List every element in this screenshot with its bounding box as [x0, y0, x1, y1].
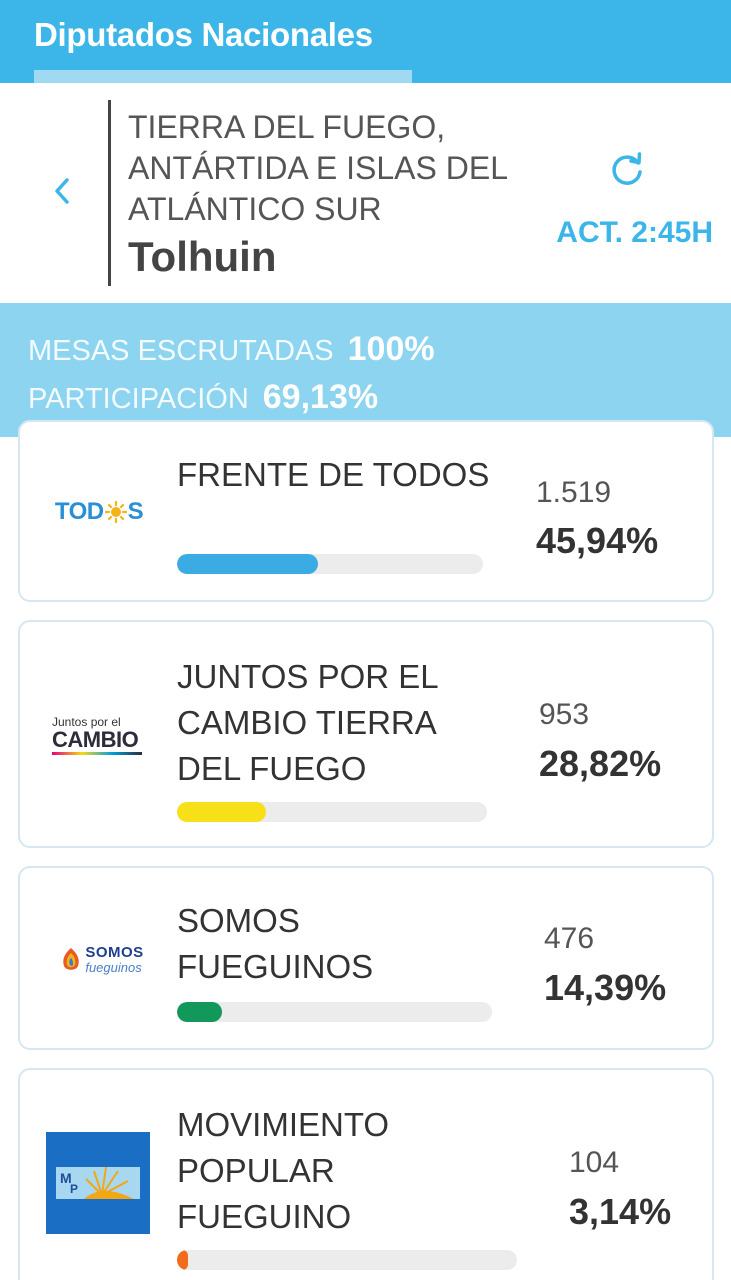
- mesas-escrutadas-value: 100%: [347, 330, 435, 368]
- vote-percent: 14,39%: [544, 967, 667, 1008]
- location-header: TIERRA DEL FUEGO, ANTÁRTIDA E ISLAS DEL …: [0, 83, 731, 303]
- refresh-button[interactable]: [604, 149, 650, 195]
- vote-share-bar-fill: [177, 802, 267, 822]
- svg-text:P: P: [70, 1182, 78, 1196]
- back-button[interactable]: [44, 175, 80, 211]
- vote-percent: 28,82%: [539, 743, 662, 784]
- vote-percent: 45,94%: [536, 520, 659, 561]
- somos-fueguinos-logo: SOMOS fueguinos: [52, 942, 152, 978]
- vote-count: 104: [569, 1146, 620, 1179]
- last-update-time: ACT. 2:45H: [556, 216, 713, 249]
- party-name: MOVIMIENTO POPULAR FUEGUINO: [177, 1106, 390, 1235]
- top-tab-bar: Diputados Nacionales: [0, 0, 731, 83]
- refresh-icon: [607, 150, 647, 195]
- vote-share-bar-fill: [177, 554, 318, 574]
- party-card-movimiento-popular-fueguino[interactable]: M P MOVIMIENTO POPULAR FUEGUINO 104 3,14…: [18, 1068, 714, 1280]
- vote-share-bar-fill: [177, 1002, 223, 1022]
- vote-share-bar: [177, 1002, 492, 1022]
- vote-share-bar: [177, 1250, 517, 1270]
- party-name: JUNTOS POR EL CAMBIO TIERRA DEL FUEGO: [177, 658, 438, 787]
- todos-logo: TOD S: [54, 498, 144, 525]
- participacion-row: PARTICIPACIÓN 69,13%: [28, 378, 378, 417]
- party-card-juntos-por-el-cambio[interactable]: Juntos por el CAMBIO JUNTOS POR EL CAMBI…: [18, 620, 714, 848]
- scrutiny-stats: MESAS ESCRUTADAS 100% PARTICIPACIÓN 69,1…: [0, 303, 731, 437]
- vote-count: 476: [544, 922, 595, 955]
- mpf-logo: M P: [46, 1132, 150, 1234]
- chevron-left-icon: [51, 176, 73, 211]
- party-card-frente-de-todos[interactable]: TOD S FRENTE DE TODOS 1.519 45,94%: [18, 420, 714, 602]
- vote-count: 1.519: [536, 476, 612, 509]
- tab-active-indicator: [34, 70, 412, 83]
- participacion-value: 69,13%: [262, 378, 379, 416]
- vote-share-bar-fill: [177, 1250, 188, 1270]
- vote-percent: 3,14%: [569, 1191, 672, 1232]
- mesas-escrutadas-label: MESAS ESCRUTADAS: [28, 335, 334, 367]
- city-name: Tolhuin: [128, 233, 277, 280]
- participacion-label: PARTICIPACIÓN: [28, 383, 249, 415]
- party-name: SOMOS FUEGUINOS: [177, 902, 374, 985]
- mesas-escrutadas-row: MESAS ESCRUTADAS 100%: [28, 330, 435, 369]
- party-name: FRENTE DE TODOS: [177, 456, 490, 493]
- province-name: TIERRA DEL FUEGO, ANTÁRTIDA E ISLAS DEL …: [128, 109, 507, 227]
- tab-diputados-nacionales[interactable]: Diputados Nacionales: [34, 16, 373, 53]
- vote-share-bar: [177, 554, 483, 574]
- juntos-por-el-cambio-logo: Juntos por el CAMBIO: [52, 712, 152, 758]
- svg-text:M: M: [60, 1170, 72, 1186]
- vote-count: 953: [539, 698, 590, 731]
- vote-share-bar: [177, 802, 487, 822]
- header-divider: [108, 100, 111, 286]
- party-card-somos-fueguinos[interactable]: SOMOS fueguinos SOMOS FUEGUINOS 476 14,3…: [18, 866, 714, 1050]
